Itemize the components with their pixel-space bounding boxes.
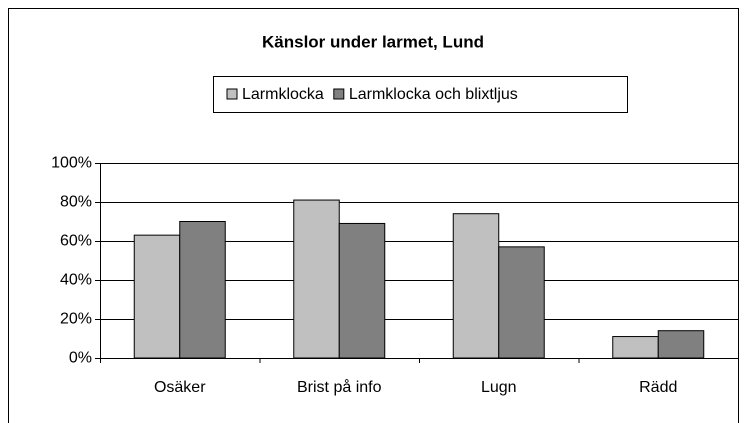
- legend-swatch: [333, 88, 345, 100]
- bar: [657, 330, 705, 359]
- x-tick-label: Brist på info: [297, 378, 382, 396]
- legend-box: [213, 76, 628, 113]
- y-tick-label: 0%: [69, 350, 92, 367]
- x-tick-label: Osäker: [154, 379, 206, 396]
- y-tick-label: 40%: [60, 272, 92, 289]
- bar: [452, 213, 500, 359]
- x-tick-label: Lugn: [481, 379, 517, 396]
- y-tick-label: 20%: [60, 311, 92, 328]
- bar: [179, 221, 226, 359]
- chart-border: [8, 8, 739, 423]
- bar: [293, 199, 340, 359]
- x-tick-label: Rädd: [639, 379, 677, 396]
- y-tick-label: 100%: [51, 155, 92, 172]
- bar: [338, 222, 386, 359]
- chart-title: Känslor under larmet, Lund: [262, 32, 484, 51]
- legend-label: Larmklocka: [242, 86, 324, 103]
- bar: [498, 246, 545, 359]
- legend-label: Larmklocka och blixtljus: [349, 86, 518, 103]
- bar: [133, 234, 181, 359]
- y-tick-label: 80%: [60, 194, 92, 211]
- bar: [612, 336, 659, 359]
- legend-swatch: [226, 88, 238, 100]
- y-tick-label: 60%: [60, 233, 92, 250]
